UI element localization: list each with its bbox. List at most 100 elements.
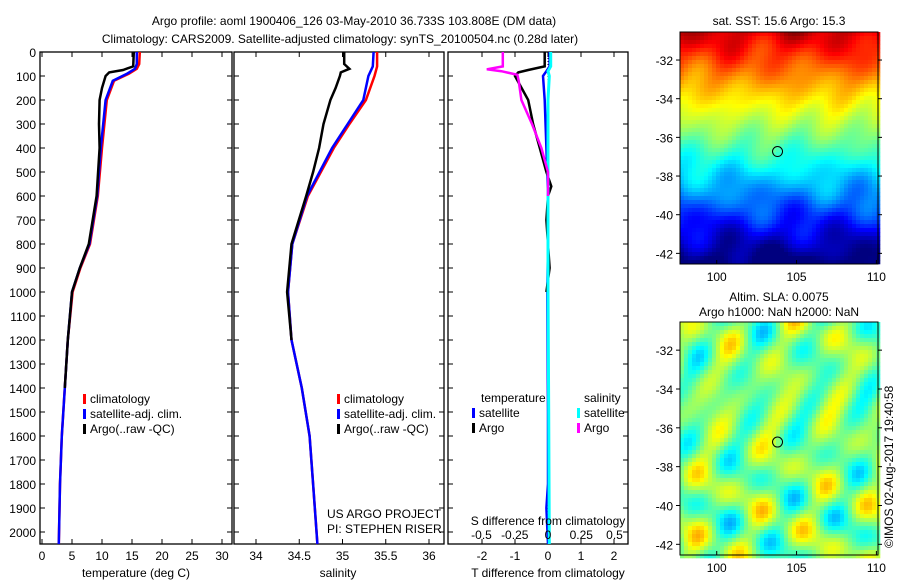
sst-map-xtick-label: 105: [787, 270, 807, 284]
difference-s-legend-swatch: [577, 423, 580, 433]
temperature-ytick-label: 1400: [9, 382, 36, 396]
difference-xtick-label: -2: [477, 549, 488, 563]
temperature-ytick-label: 900: [16, 262, 36, 276]
temperature-line-argo-raw-qc-: [63, 51, 136, 389]
salinity-line-climatology: [286, 52, 379, 545]
sla-map-ytick-label: -32: [656, 344, 674, 358]
sst-map-title: sat. SST: 15.6 Argo: 15.3: [713, 14, 846, 28]
temperature-legend-label: satellite-adj. clim.: [90, 407, 182, 421]
temperature-ytick-label: 1700: [9, 454, 36, 468]
difference-t-legend-swatch: [472, 423, 475, 433]
sst-map-axes-box: [679, 31, 879, 265]
temperature-xtick-label: 0: [39, 549, 46, 563]
difference-xtick-label: 0: [545, 549, 552, 563]
difference-xlabel: T difference from climatology: [471, 566, 625, 580]
temperature-xtick-label: 30: [215, 549, 229, 563]
difference-x2tick-label: 0.25: [570, 528, 594, 542]
temperature-xtick-label: 15: [125, 549, 139, 563]
sla-map-axes-box: [679, 321, 879, 556]
salinity-xlabel: salinity: [320, 566, 357, 580]
sla-map-xtick-label: 100: [707, 561, 727, 575]
temperature-ytick-label: 1300: [9, 358, 36, 372]
salinity-legend-label: Argo(..raw -QC): [344, 422, 429, 436]
salinity-legend-swatch: [337, 409, 340, 419]
salinity-xtick-label: 34: [249, 549, 263, 563]
sla-map-heatmap-cells: [680, 322, 881, 559]
legend-title-temperature: temperature: [481, 391, 546, 405]
sst-map-ytick-label: -40: [656, 209, 674, 223]
salinity-legend-swatch: [337, 394, 340, 404]
sla-map-xtick-label: 105: [787, 561, 807, 575]
salinity-legend-label: climatology: [344, 392, 404, 406]
sst-map-argo-location-marker: [772, 146, 784, 158]
temperature-ytick-label: 700: [16, 214, 36, 228]
figure-title-line2: Climatology: CARS2009. Satellite-adjuste…: [102, 32, 578, 46]
temperature-ytick-label: 1900: [9, 502, 36, 516]
salinity-xtick-label: 35: [336, 549, 350, 563]
difference-xtick-label: 1: [578, 549, 585, 563]
sla-map-ytick-label: -38: [656, 461, 674, 475]
temperature-ytick-label: 1500: [9, 406, 36, 420]
temperature-legend-label: Argo(..raw -QC): [90, 422, 175, 436]
difference-t-legend-label: satellite: [479, 406, 520, 420]
difference-x2tick-label: -0.5: [471, 528, 492, 542]
temperature-xlabel: temperature (deg C): [82, 566, 190, 580]
sla-map-argo-location-marker: [772, 436, 784, 448]
temperature-legend-swatch: [83, 424, 86, 434]
sst-map-heatmap-cells: [680, 32, 881, 265]
difference-x2tick-label: -0.25: [501, 528, 529, 542]
temperature-ytick-label: 1100: [10, 310, 36, 324]
legend-title-salinity: salinity: [584, 391, 621, 405]
temperature-ytick-label: 100: [16, 70, 36, 84]
temperature-xtick-label: 25: [185, 549, 199, 563]
salinity-line-satellite-adj-clim-: [286, 51, 375, 545]
difference-x2tick-label: 0.5: [606, 528, 623, 542]
sst-map-xtick-label: 100: [707, 270, 727, 284]
difference-t-legend-label: Argo: [479, 421, 505, 435]
temperature-ytick-label: 1600: [9, 430, 36, 444]
sst-map-ytick-label: -42: [656, 247, 674, 261]
sst-map-ytick-label: -38: [656, 170, 674, 184]
temperature-ytick-label: 1200: [9, 334, 36, 348]
timestamp-label: ©IMOS 02-Aug-2017 19:40:58: [882, 385, 896, 548]
temperature-xtick-label: 20: [155, 549, 169, 563]
difference-xtick-label: 2: [611, 549, 618, 563]
sst-map-ytick-label: -32: [656, 54, 674, 68]
sst-map-ytick-label: -34: [656, 93, 674, 107]
difference-x2tick-label: 0: [545, 528, 552, 542]
salinity-legend-swatch: [337, 424, 340, 434]
difference-s-legend-label: Argo: [584, 421, 610, 435]
temperature-ytick-label: 1000: [9, 286, 36, 300]
temperature-axes-box: [39, 51, 233, 545]
sla-map-ytick-label: -34: [656, 383, 674, 397]
temperature-ytick-label: 0: [29, 46, 36, 60]
temperature-ytick-label: 600: [16, 190, 36, 204]
temperature-ytick-label: 500: [16, 166, 36, 180]
temperature-ytick-label: 2000: [9, 526, 36, 540]
sla-map-ytick-label: -36: [656, 422, 674, 436]
temperature-ytick-label: 400: [16, 142, 36, 156]
salinity-xtick-label: 35.5: [374, 549, 398, 563]
sla-map-xtick-label: 110: [867, 561, 886, 575]
sst-map-xtick-label: 110: [867, 270, 886, 284]
temperature-legend-swatch: [83, 409, 86, 419]
difference-line-s-satellite: [546, 52, 553, 545]
difference-line-s-argo: [486, 52, 550, 196]
sla-map-ytick-label: -40: [656, 499, 674, 513]
difference-t-legend-swatch: [472, 408, 475, 418]
figure-title-line1: Argo profile: aoml 1900406_126 03-May-20…: [152, 14, 556, 28]
temperature-ytick-label: 800: [16, 238, 36, 252]
difference-xtick-label: -1: [510, 549, 521, 563]
difference-x2label: S difference from climatology: [471, 514, 626, 528]
sla-map-title: Altim. SLA: 0.0075: [729, 290, 829, 304]
sla-map-subtitle: Argo h1000: NaN h2000: NaN: [699, 305, 859, 319]
difference-axes-box: [447, 51, 629, 545]
temperature-legend-swatch: [83, 394, 86, 404]
sst-map-ytick-label: -36: [656, 131, 674, 145]
difference-s-legend-swatch: [577, 408, 580, 418]
salinity-legend-label: satellite-adj. clim.: [344, 407, 436, 421]
temperature-ytick-label: 200: [16, 94, 36, 108]
temperature-ytick-label: 1800: [9, 478, 36, 492]
pi-label: PI: STEPHEN RISER: [327, 522, 442, 536]
